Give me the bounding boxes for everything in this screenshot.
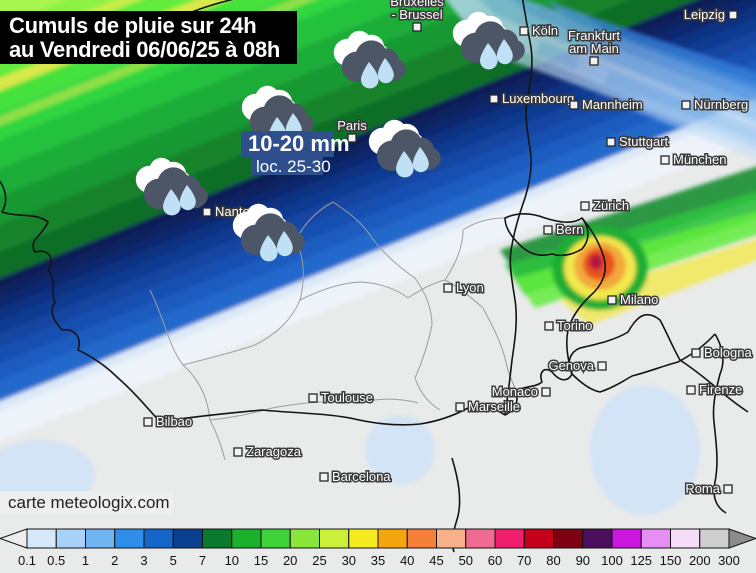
svg-text:30: 30 [342,553,356,568]
svg-text:3: 3 [140,553,147,568]
svg-text:loc. 25-30: loc. 25-30 [256,157,331,176]
svg-text:Roma: Roma [685,481,720,496]
svg-text:Lyon: Lyon [456,280,484,295]
svg-text:80: 80 [546,553,560,568]
svg-text:carte meteologix.com: carte meteologix.com [8,493,170,512]
svg-text:Monaco: Monaco [492,384,538,399]
svg-text:Milano: Milano [620,292,658,307]
svg-text:Nürnberg: Nürnberg [694,97,748,112]
svg-text:35: 35 [371,553,385,568]
svg-text:am Main: am Main [569,41,619,56]
svg-text:90: 90 [576,553,590,568]
svg-text:Toulouse: Toulouse [321,390,373,405]
svg-text:10: 10 [225,553,239,568]
svg-text:100: 100 [601,553,623,568]
svg-text:Mannheim: Mannheim [582,97,643,112]
svg-text:125: 125 [630,553,652,568]
svg-text:Cumuls de pluie sur 24h: Cumuls de pluie sur 24h [9,13,256,38]
svg-text:15: 15 [254,553,268,568]
svg-text:1: 1 [82,553,89,568]
svg-text:Genova: Genova [548,358,594,373]
svg-text:25: 25 [312,553,326,568]
svg-text:München: München [673,152,726,167]
svg-text:Leipzig: Leipzig [684,7,725,22]
svg-text:60: 60 [488,553,502,568]
svg-text:Bern: Bern [556,222,583,237]
svg-text:70: 70 [517,553,531,568]
svg-text:150: 150 [660,553,682,568]
svg-text:Firenze: Firenze [699,382,742,397]
svg-text:au Vendredi 06/06/25 à 08h: au Vendredi 06/06/25 à 08h [9,37,280,62]
svg-text:2: 2 [111,553,118,568]
svg-text:5: 5 [170,553,177,568]
svg-text:Zürich: Zürich [593,198,629,213]
svg-text:10-20 mm: 10-20 mm [248,131,350,156]
svg-text:0.1: 0.1 [18,553,36,568]
svg-text:20: 20 [283,553,297,568]
svg-text:Marseille: Marseille [468,399,520,414]
svg-text:Luxembourg: Luxembourg [502,91,574,106]
svg-text:Torino: Torino [557,318,592,333]
svg-text:40: 40 [400,553,414,568]
svg-text:50: 50 [459,553,473,568]
svg-text:45: 45 [429,553,443,568]
svg-text:Köln: Köln [532,23,558,38]
svg-text:Bilbao: Bilbao [156,414,192,429]
svg-text:7: 7 [199,553,206,568]
svg-text:- Brussel: - Brussel [391,7,442,22]
svg-text:300: 300 [718,553,740,568]
svg-text:Barcelona: Barcelona [332,469,391,484]
svg-text:200: 200 [689,553,711,568]
svg-text:Zaragoza: Zaragoza [246,444,302,459]
svg-text:Bologna: Bologna [704,345,752,360]
svg-text:Stuttgart: Stuttgart [619,134,669,149]
svg-text:0.5: 0.5 [47,553,65,568]
